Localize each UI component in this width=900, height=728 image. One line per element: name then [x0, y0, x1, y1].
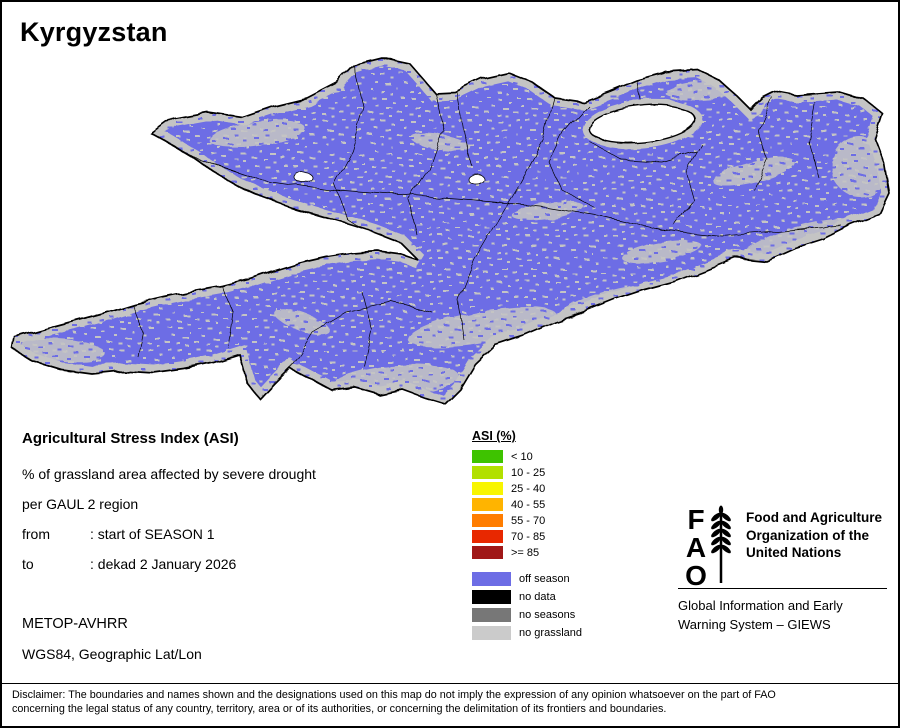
- fao-org-line-3: United Nations: [746, 545, 842, 560]
- legend: ASI (%) < 10 10 - 25 25 - 40 40 - 55 55 …: [472, 429, 582, 644]
- legend-swatch: [472, 450, 503, 463]
- legend-label: no seasons: [519, 609, 576, 621]
- asi-heading: Agricultural Stress Index (ASI): [22, 430, 239, 447]
- legend-label: 40 - 55: [511, 498, 546, 511]
- legend-row: >= 85: [472, 546, 582, 559]
- fao-logo: F A O: [685, 504, 731, 587]
- legend-swatch: [472, 626, 511, 640]
- asi-subtitle-1: % of grassland area affected by severe d…: [22, 466, 316, 482]
- legend-label: >= 85: [511, 546, 540, 559]
- legend-swatch: [472, 466, 503, 479]
- giews-line-1: Global Information and Early: [678, 598, 843, 613]
- legend-row: off season: [472, 572, 582, 586]
- disclaimer-line-1: Disclaimer: The boundaries and names sho…: [12, 689, 776, 701]
- legend-swatch: [472, 530, 503, 543]
- fao-org-line-2: Organization of the: [746, 527, 869, 543]
- glacier-spot: [467, 173, 485, 185]
- wheat-ear-icon: [711, 505, 731, 583]
- disclaimer: Disclaimer: The boundaries and names sho…: [2, 683, 898, 716]
- legend-label: 25 - 40: [511, 482, 546, 495]
- period-from: from : start of SEASON 1: [22, 526, 215, 542]
- page-title: Kyrgyzstan: [20, 17, 168, 47]
- legend-swatch: [472, 608, 511, 622]
- legend-label: 10 - 25: [511, 466, 546, 479]
- fao-divider-line: [678, 588, 887, 589]
- asi-subtitle-2: per GAUL 2 region: [22, 496, 139, 512]
- legend-swatch: [472, 572, 511, 586]
- to-value: : dekad 2 January 2026: [90, 556, 237, 572]
- giews-caption: Global Information and Early Warning Sys…: [678, 596, 843, 634]
- legend-row: no seasons: [472, 608, 582, 622]
- legend-label: off season: [519, 573, 570, 585]
- legend-row: 25 - 40: [472, 482, 582, 495]
- fao-org-name: Food and Agriculture Organization of the…: [746, 509, 882, 562]
- fao-org-line-1: Food and Agriculture: [746, 510, 882, 525]
- glacier-spot: [294, 172, 314, 184]
- fao-logo-letter-a: A: [686, 532, 706, 563]
- sensor-name: METOP-AVHRR: [22, 616, 128, 632]
- giews-line-2: Warning System – GIEWS: [678, 617, 831, 632]
- legend-title: ASI (%): [472, 429, 516, 443]
- disclaimer-line-2: concerning the legal status of any count…: [12, 702, 667, 715]
- legend-row: no grassland: [472, 626, 582, 640]
- admin-boundary-lines: [131, 64, 843, 369]
- projection-info: WGS84, Geographic Lat/Lon: [22, 646, 202, 662]
- speckle-texture-blue: [13, 58, 889, 404]
- legend-label: 55 - 70: [511, 514, 546, 527]
- period-to: to : dekad 2 January 2026: [22, 556, 236, 572]
- legend-swatch: [472, 482, 503, 495]
- legend-swatch: [472, 590, 511, 604]
- legend-label: no data: [519, 591, 556, 603]
- legend-label: < 10: [511, 450, 533, 463]
- country-border: [12, 57, 890, 405]
- fao-logo-letter-o: O: [685, 560, 707, 587]
- legend-row: < 10: [472, 450, 582, 463]
- legend-row: 40 - 55: [472, 498, 582, 511]
- legend-label: no grassland: [519, 627, 582, 639]
- legend-row: no data: [472, 590, 582, 604]
- legend-row: 55 - 70: [472, 514, 582, 527]
- legend-row: 10 - 25: [472, 466, 582, 479]
- legend-swatch: [472, 514, 503, 527]
- from-label: from: [22, 526, 50, 542]
- legend-extra-classes: off season no data no seasons no grassla…: [472, 572, 582, 640]
- legend-swatch: [472, 546, 503, 559]
- legend-label: 70 - 85: [511, 530, 546, 543]
- fao-logo-letter-f: F: [687, 504, 704, 535]
- legend-asi-classes: < 10 10 - 25 25 - 40 40 - 55 55 - 70 70 …: [472, 450, 582, 559]
- from-value: : start of SEASON 1: [90, 526, 215, 542]
- legend-row: 70 - 85: [472, 530, 582, 543]
- lake-issyk-kul: [582, 99, 702, 149]
- to-label: to: [22, 556, 34, 572]
- kyrgyzstan-asi-map: [12, 57, 890, 405]
- legend-swatch: [472, 498, 503, 511]
